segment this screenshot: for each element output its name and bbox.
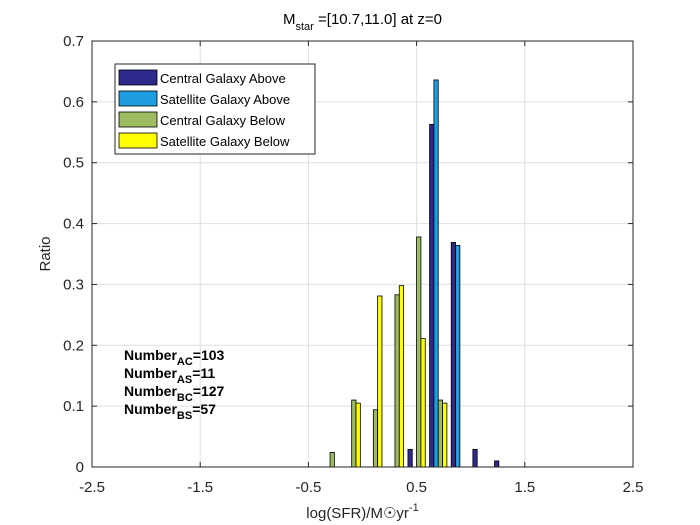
chart-title: Mstar =[10.7,11.0] at z=0	[283, 11, 442, 33]
annotation-count: NumberAC=103	[124, 347, 225, 368]
bar-satellite-galaxy-below	[377, 295, 383, 468]
bar-central-galaxy-above	[450, 242, 456, 468]
bar-central-galaxy-below	[372, 409, 379, 468]
count-annotations: NumberAC=103NumberAS=11NumberBC=127Numbe…	[124, 347, 225, 422]
annotation-main: Number	[124, 401, 177, 417]
x-tick-label: -1.5	[187, 479, 213, 496]
annotation-subscript: AC	[177, 356, 193, 368]
x-tick-label: 1.5	[514, 479, 535, 496]
bars-group	[329, 79, 500, 468]
y-axis-label: Ratio	[37, 236, 54, 271]
x-tick-label: -2.5	[79, 479, 105, 496]
title-main: M	[283, 11, 296, 28]
annotation-value: =127	[193, 383, 225, 399]
bar-central-galaxy-below	[416, 236, 422, 468]
x-axis-label-superscript: -1	[409, 502, 419, 514]
bar-satellite-galaxy-below	[442, 402, 448, 468]
legend-swatch	[118, 111, 158, 128]
legend-label: Central Galaxy Above	[160, 71, 286, 86]
bar-satellite-galaxy-below	[420, 338, 426, 468]
x-axis-label-main: log(SFR)/M☉yr	[306, 505, 409, 522]
bar-satellite-galaxy-above	[433, 79, 439, 468]
y-tick-label: 0.7	[63, 33, 84, 50]
bar-central-galaxy-above	[472, 448, 478, 468]
annotation-count: NumberBS=57	[124, 401, 216, 422]
annotation-main: Number	[124, 347, 177, 363]
y-tick-label: 0.2	[63, 337, 84, 354]
axes-frame	[91, 40, 634, 468]
bar-central-galaxy-above	[407, 448, 413, 468]
annotation-count: NumberAS=11	[124, 365, 215, 386]
y-tick-label: 0.4	[63, 216, 84, 233]
title-subscript: star	[296, 21, 315, 33]
x-tick-label: -0.5	[295, 479, 321, 496]
legend-swatch	[118, 69, 158, 86]
bar-satellite-galaxy-below	[355, 402, 361, 468]
annotation-subscript: AS	[177, 374, 192, 386]
legend-swatch	[118, 132, 158, 149]
x-axis-label: log(SFR)/M☉yr-1	[306, 502, 418, 522]
annotation-value: =57	[192, 401, 216, 417]
bar-satellite-galaxy-above	[455, 245, 461, 468]
annotation-subscript: BC	[177, 392, 193, 404]
title-rest: =[10.7,11.0] at z=0	[314, 11, 442, 28]
annotation-value: =103	[193, 347, 225, 363]
x-tick-label: 2.5	[623, 479, 644, 496]
legend-label: Satellite Galaxy Below	[160, 134, 290, 149]
annotation-subscript: BS	[177, 410, 192, 422]
x-tick-label: 0.5	[406, 479, 427, 496]
y-tick-label: 0.6	[63, 94, 84, 111]
y-tick-label: 0	[76, 459, 84, 476]
y-tick-label: 0.5	[63, 155, 84, 172]
bar-central-galaxy-above	[429, 123, 435, 468]
y-tick-label: 0.1	[63, 398, 84, 415]
legend: Central Galaxy Above Satellite Galaxy Abo…	[114, 63, 316, 155]
bar-central-galaxy-below	[351, 399, 357, 468]
bar-satellite-galaxy-below	[398, 285, 405, 468]
annotation-count: NumberBC=127	[124, 383, 225, 404]
bar-central-galaxy-below	[394, 294, 400, 468]
legend-swatch	[118, 90, 158, 107]
legend-label: Satellite Galaxy Above	[160, 92, 290, 107]
annotation-main: Number	[124, 365, 177, 381]
legend-label: Central Galaxy Below	[160, 113, 286, 128]
annotation-main: Number	[124, 383, 177, 399]
bar-central-galaxy-below	[437, 399, 443, 468]
bar-central-galaxy-above	[494, 460, 500, 468]
bar-central-galaxy-below	[329, 451, 335, 468]
annotation-value: =11	[192, 365, 215, 381]
x-ticks: -2.5 -1.5 -0.5 0.5 1.5 2.5	[79, 41, 643, 496]
y-ticks: 0 0.1 0.2 0.3 0.4 0.5 0.6 0.7	[63, 33, 633, 476]
y-tick-label: 0.3	[63, 276, 84, 293]
